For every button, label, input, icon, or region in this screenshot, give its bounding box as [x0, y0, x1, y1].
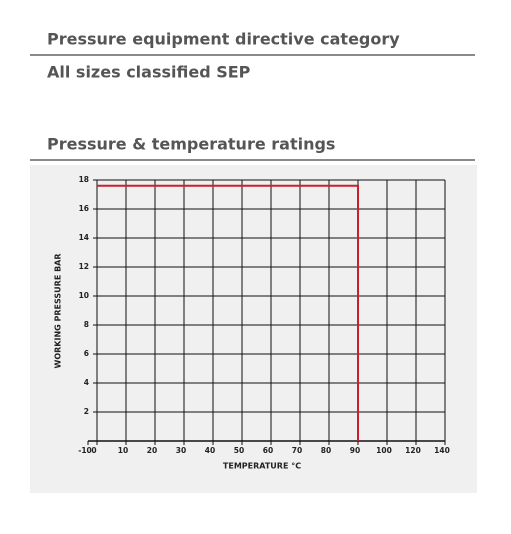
y-tick-label: 18 [79, 175, 89, 184]
y-tick-label: 10 [79, 291, 89, 300]
x-tick-label: -10 [78, 446, 92, 455]
x-tick-label: 70 [292, 446, 302, 455]
x-tick-label: 120 [405, 446, 421, 455]
y-tick-label: 6 [84, 349, 89, 358]
x-tick-label: 40 [205, 446, 215, 455]
rating-line [97, 184, 359, 441]
x-tick-label: 0 [91, 446, 96, 455]
x-tick-label: 20 [147, 446, 157, 455]
y-tick-label: 16 [79, 204, 89, 213]
y-tick-label: 4 [84, 378, 89, 387]
x-tick-label: 30 [176, 446, 186, 455]
x-tick-label: 10 [118, 446, 128, 455]
section-heading: Pressure equipment directive category [47, 30, 400, 49]
x-tick-label: 90 [350, 446, 360, 455]
y-tick-label: 14 [79, 233, 89, 242]
x-tick-label: 50 [234, 446, 244, 455]
y-tick-label: 12 [79, 262, 89, 271]
section-text: All sizes classified SEP [47, 63, 251, 82]
y-axis-label: WORKING PRESSURE BAR [54, 253, 63, 368]
x-tick-label: 80 [321, 446, 331, 455]
chart-background [30, 165, 477, 493]
y-tick-label: 2 [84, 407, 89, 416]
x-axis-label: TEMPERATURE °C [223, 462, 301, 471]
y-tick-label: 8 [84, 320, 89, 329]
x-tick-label: 140 [434, 446, 450, 455]
x-tick-label: 100 [376, 446, 392, 455]
x-tick-label: 60 [263, 446, 273, 455]
section-heading: Pressure & temperature ratings [47, 135, 335, 154]
